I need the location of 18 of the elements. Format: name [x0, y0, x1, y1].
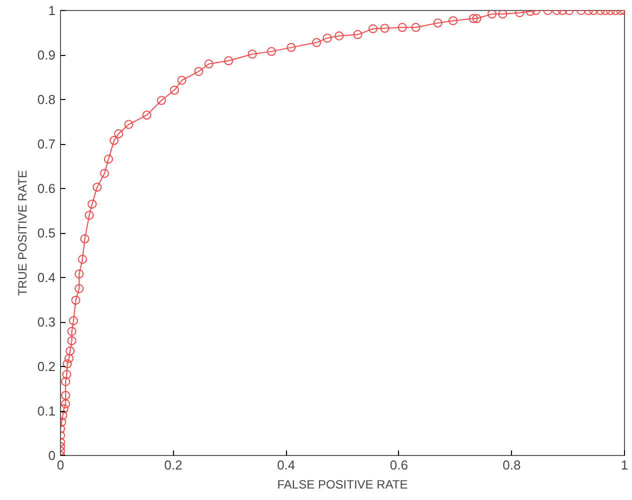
y-tick-label: 0.7	[37, 136, 56, 152]
y-tick-label: 0.8	[37, 92, 56, 107]
x-tick-label: 0.6	[390, 458, 408, 472]
x-tick-label: 0.8	[502, 458, 521, 472]
y-tick-label: 0.5	[37, 226, 56, 240]
y-tick-label: 0.3	[37, 314, 56, 330]
x-tick-label: 0.4	[277, 458, 296, 472]
y-tick-label: 0	[48, 448, 56, 463]
y-tick-label: 0.6	[37, 181, 56, 196]
x-tick-label: 1	[620, 458, 628, 472]
y-tick-label: 0.9	[37, 48, 56, 62]
x-axis-title: FALSE POSITIVE RATE	[277, 478, 408, 492]
y-tick-label: 0.4	[37, 270, 56, 285]
y-tick-label: 1	[48, 3, 56, 18]
y-tick-label: 0.1	[37, 404, 56, 418]
x-tick-label: 0.2	[164, 458, 182, 472]
y-tick-label: 0.2	[37, 359, 56, 374]
y-axis-title: TRUE POSITIVE RATE	[15, 170, 30, 296]
